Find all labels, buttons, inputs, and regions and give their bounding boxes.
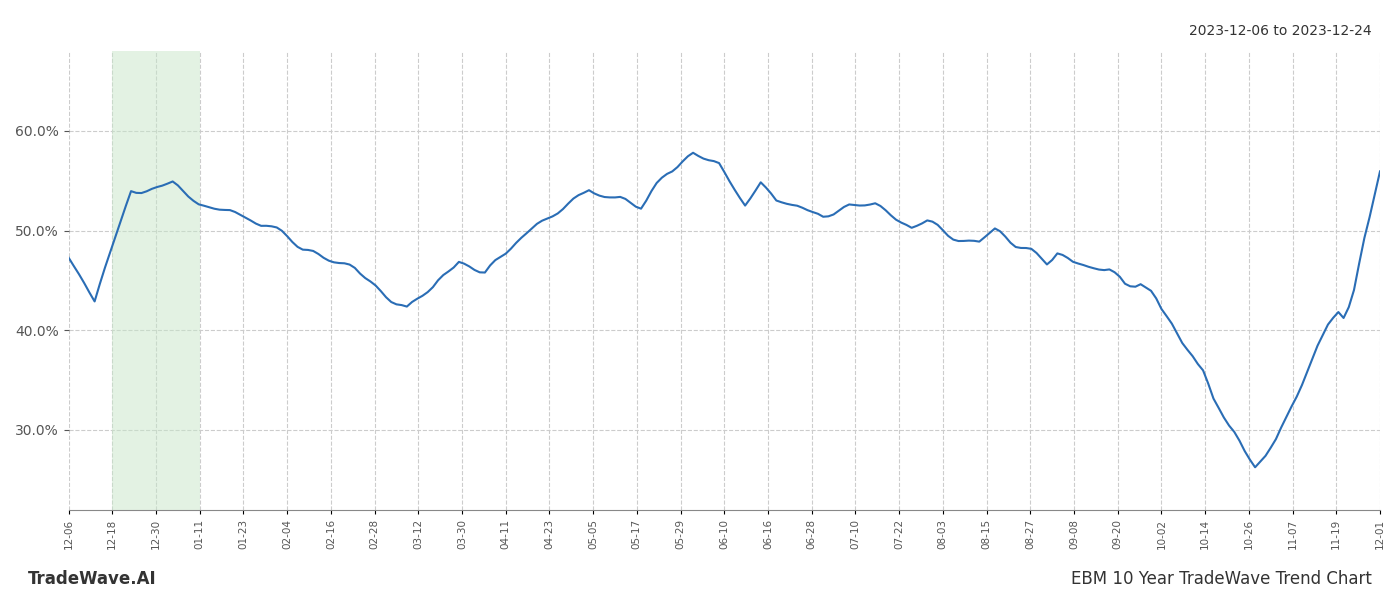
Text: EBM 10 Year TradeWave Trend Chart: EBM 10 Year TradeWave Trend Chart [1071,570,1372,588]
Bar [112,51,200,510]
Text: TradeWave.AI: TradeWave.AI [28,570,157,588]
Text: 2023-12-06 to 2023-12-24: 2023-12-06 to 2023-12-24 [1190,24,1372,38]
